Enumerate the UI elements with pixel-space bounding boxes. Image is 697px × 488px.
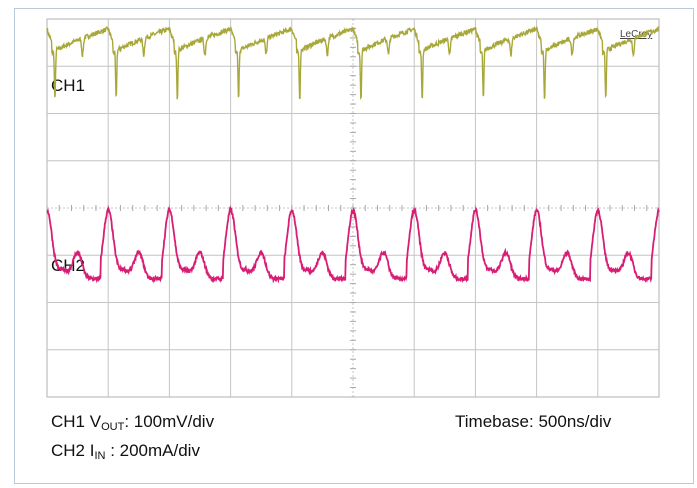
oscilloscope-screen: LeCroy CH1 CH2 <box>46 18 660 398</box>
graticule <box>46 18 660 398</box>
ch1-label: CH1 <box>51 76 85 95</box>
timebase-caption: Timebase: 500ns/div <box>455 412 612 431</box>
ch1-scale-caption: CH1 VOUT: 100mV/div <box>51 412 215 433</box>
scope-figure: LeCroy CH1 CH2 CH1 VOUT: 100mV/div CH2 I… <box>14 8 694 484</box>
brand-logo: LeCroy <box>620 29 652 40</box>
ch2-scale-caption: CH2 IIN : 200mA/div <box>51 441 200 462</box>
ch2-trace <box>46 205 660 284</box>
ch1-trace <box>46 25 660 101</box>
